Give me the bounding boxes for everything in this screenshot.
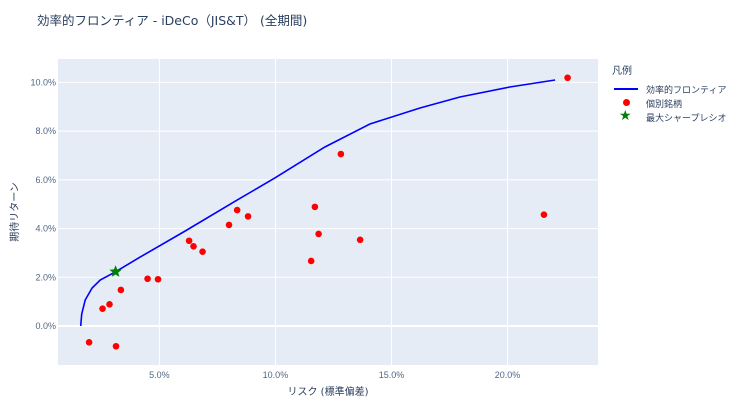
legend-label: 最大シャープレシオ [646, 113, 727, 124]
x-tick-label: 5.0% [149, 370, 170, 380]
asset-point[interactable] [564, 74, 571, 82]
asset-point[interactable] [85, 339, 93, 346]
y-axis-ticks: 0.0% 2.0% 4.0% 6.0% 8.0% 10.0% [30, 77, 56, 331]
asset-point[interactable] [112, 342, 120, 350]
y-axis-title: 期待リターン [8, 182, 21, 242]
gridlines [58, 59, 598, 365]
asset-point[interactable] [315, 230, 322, 238]
asset-point[interactable] [540, 211, 548, 218]
plot-area[interactable] [58, 59, 598, 365]
y-tick-label: 8.0% [35, 126, 56, 136]
legend-item-max-sharpe[interactable]: ★ 最大シャープレシオ [612, 108, 727, 124]
x-tick-label: 10.0% [263, 370, 289, 380]
asset-point[interactable] [225, 221, 233, 229]
asset-point[interactable] [307, 257, 315, 265]
frontier-line[interactable] [79, 79, 556, 327]
asset-point[interactable] [106, 301, 113, 308]
legend-title: 凡例 [612, 66, 632, 77]
y-tick-label: 2.0% [35, 272, 56, 282]
asset-point[interactable] [356, 236, 364, 244]
legend-item-assets[interactable]: 個別銘柄 [612, 96, 726, 110]
chart-title: 効率的フロンティア - iDeCo（JIS&T） (全期間) [37, 13, 308, 28]
asset-point[interactable] [117, 286, 125, 294]
y-tick-label: 6.0% [35, 175, 56, 185]
y-tick-label: 0.0% [35, 321, 56, 331]
x-tick-label: 15.0% [379, 370, 405, 380]
y-tick-label: 10.0% [30, 77, 56, 87]
legend-label: 効率的フロンティア [646, 85, 727, 96]
asset-point[interactable] [244, 213, 252, 220]
asset-point[interactable] [199, 248, 206, 256]
asset-point[interactable] [311, 203, 319, 211]
asset-point[interactable] [99, 305, 106, 313]
line-swatch-icon [612, 82, 642, 96]
x-axis-ticks: 5.0% 10.0% 15.0% 20.0% [149, 370, 520, 380]
y-tick-label: 4.0% [35, 224, 56, 234]
asset-point[interactable] [337, 150, 345, 158]
x-axis-title: リスク (標準偏差) [288, 385, 369, 398]
max-sharpe-star-marker[interactable] [109, 265, 122, 277]
legend-label: 個別銘柄 [646, 99, 683, 110]
star-marker-icon: ★ [619, 108, 632, 124]
x-tick-label: 20.0% [495, 370, 521, 380]
asset-point[interactable] [190, 243, 197, 250]
circle-marker-icon [612, 96, 642, 110]
asset-point[interactable] [233, 206, 241, 214]
asset-point[interactable] [185, 237, 193, 245]
legend: 凡例 効率的フロンティア 個別銘柄 ★ 最大シャープレシオ [612, 62, 726, 124]
legend-item-frontier[interactable]: 効率的フロンティア [612, 82, 726, 96]
series-layer [79, 74, 571, 350]
asset-point[interactable] [154, 275, 162, 283]
asset-point[interactable] [144, 275, 151, 283]
